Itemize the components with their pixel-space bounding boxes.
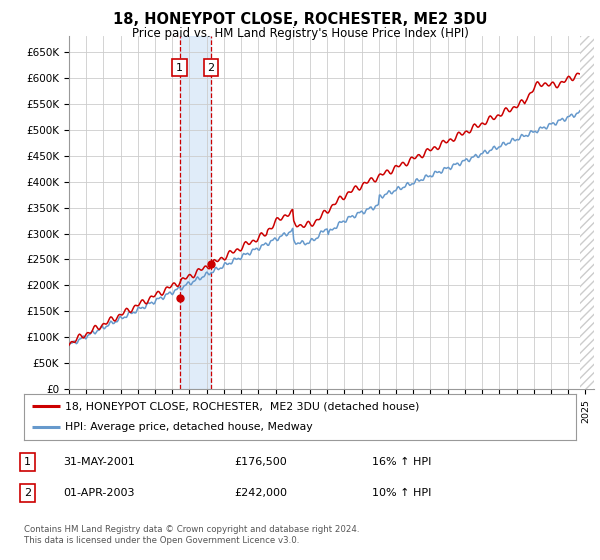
Text: Contains HM Land Registry data © Crown copyright and database right 2024.
This d: Contains HM Land Registry data © Crown c… xyxy=(24,525,359,545)
Text: 1: 1 xyxy=(24,457,31,467)
Bar xyxy=(179,36,211,389)
Text: 1: 1 xyxy=(176,63,183,73)
Text: £176,500: £176,500 xyxy=(234,457,287,467)
Text: 01-APR-2003: 01-APR-2003 xyxy=(63,488,134,498)
Text: 10% ↑ HPI: 10% ↑ HPI xyxy=(372,488,431,498)
Text: £242,000: £242,000 xyxy=(234,488,287,498)
Text: 16% ↑ HPI: 16% ↑ HPI xyxy=(372,457,431,467)
Text: HPI: Average price, detached house, Medway: HPI: Average price, detached house, Medw… xyxy=(65,422,313,432)
Text: 18, HONEYPOT CLOSE, ROCHESTER,  ME2 3DU (detached house): 18, HONEYPOT CLOSE, ROCHESTER, ME2 3DU (… xyxy=(65,401,420,411)
Text: Price paid vs. HM Land Registry's House Price Index (HPI): Price paid vs. HM Land Registry's House … xyxy=(131,27,469,40)
Text: 2: 2 xyxy=(24,488,31,498)
Text: 31-MAY-2001: 31-MAY-2001 xyxy=(63,457,135,467)
Text: 18, HONEYPOT CLOSE, ROCHESTER, ME2 3DU: 18, HONEYPOT CLOSE, ROCHESTER, ME2 3DU xyxy=(113,12,487,27)
Text: 2: 2 xyxy=(208,63,215,73)
